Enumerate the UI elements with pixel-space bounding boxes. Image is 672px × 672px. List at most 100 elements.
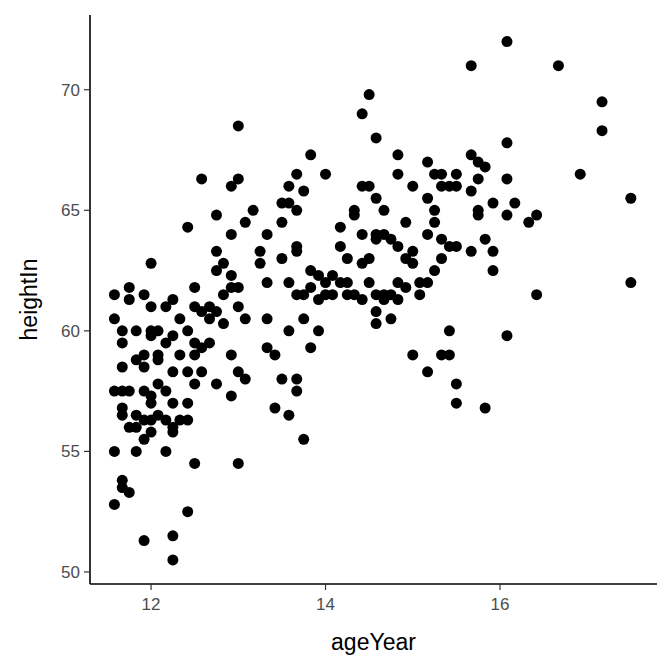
- point: [124, 386, 135, 397]
- point: [146, 258, 157, 269]
- point: [196, 173, 207, 184]
- point: [291, 374, 302, 385]
- point: [283, 277, 294, 288]
- y-tick: [84, 571, 90, 572]
- point: [473, 210, 484, 221]
- point: [429, 265, 440, 276]
- point: [371, 318, 382, 329]
- point: [364, 89, 375, 100]
- point: [189, 378, 200, 389]
- point: [139, 362, 150, 373]
- y-tick-label: 65: [61, 201, 80, 220]
- point: [291, 205, 302, 216]
- point: [167, 554, 178, 565]
- point: [305, 342, 316, 353]
- point: [182, 366, 193, 377]
- point: [248, 205, 259, 216]
- point: [298, 186, 309, 197]
- point: [117, 325, 128, 336]
- point: [407, 258, 418, 269]
- y-axis-line: [89, 15, 91, 584]
- point: [182, 325, 193, 336]
- point: [139, 535, 150, 546]
- point: [501, 36, 512, 47]
- point: [451, 378, 462, 389]
- point: [444, 349, 455, 360]
- chart: 1214165055606570ageYearheightIn: [0, 0, 672, 672]
- points: [109, 36, 636, 565]
- point: [255, 258, 266, 269]
- point: [422, 277, 433, 288]
- point: [117, 362, 128, 373]
- point: [153, 325, 164, 336]
- point: [211, 306, 222, 317]
- point: [531, 289, 542, 300]
- point: [226, 229, 237, 240]
- y-tick: [84, 89, 90, 90]
- point: [139, 289, 150, 300]
- y-tick-label: 55: [61, 442, 80, 461]
- point: [283, 410, 294, 421]
- point: [146, 427, 157, 438]
- point: [444, 325, 455, 336]
- point: [400, 282, 411, 293]
- point: [625, 277, 636, 288]
- point: [218, 318, 229, 329]
- point: [625, 193, 636, 204]
- point: [422, 229, 433, 240]
- point: [436, 169, 447, 180]
- point: [597, 96, 608, 107]
- point: [240, 374, 251, 385]
- y-tick: [84, 330, 90, 331]
- point: [262, 313, 273, 324]
- point: [349, 210, 360, 221]
- point: [167, 294, 178, 305]
- point: [385, 313, 396, 324]
- point: [174, 313, 185, 324]
- y-tick-label: 50: [61, 563, 80, 582]
- point: [451, 181, 462, 192]
- point: [109, 289, 120, 300]
- point: [109, 446, 120, 457]
- point: [320, 169, 331, 180]
- point: [480, 234, 491, 245]
- point: [436, 253, 447, 264]
- point: [146, 398, 157, 409]
- point: [182, 506, 193, 517]
- point: [335, 222, 346, 233]
- point: [509, 198, 520, 209]
- point: [392, 294, 403, 305]
- point: [189, 282, 200, 293]
- point: [575, 169, 586, 180]
- axes: 1214165055606570: [61, 15, 657, 614]
- point: [305, 149, 316, 160]
- point: [109, 313, 120, 324]
- point: [124, 294, 135, 305]
- point: [429, 205, 440, 216]
- point: [466, 60, 477, 71]
- point: [342, 277, 353, 288]
- point: [211, 210, 222, 221]
- point: [501, 210, 512, 221]
- x-axis-line: [90, 583, 657, 585]
- x-tick: [150, 584, 151, 590]
- point: [488, 246, 499, 257]
- point: [233, 301, 244, 312]
- x-tick-label: 16: [491, 595, 510, 614]
- point: [211, 378, 222, 389]
- point: [139, 349, 150, 360]
- point: [174, 349, 185, 360]
- point: [167, 530, 178, 541]
- point: [327, 289, 338, 300]
- point: [283, 181, 294, 192]
- point: [226, 390, 237, 401]
- point: [189, 458, 200, 469]
- y-axis-title: heightIn: [16, 259, 42, 341]
- point: [422, 193, 433, 204]
- point: [233, 282, 244, 293]
- point: [291, 169, 302, 180]
- x-tick: [325, 584, 326, 590]
- point: [451, 241, 462, 252]
- point: [501, 137, 512, 148]
- point: [501, 173, 512, 184]
